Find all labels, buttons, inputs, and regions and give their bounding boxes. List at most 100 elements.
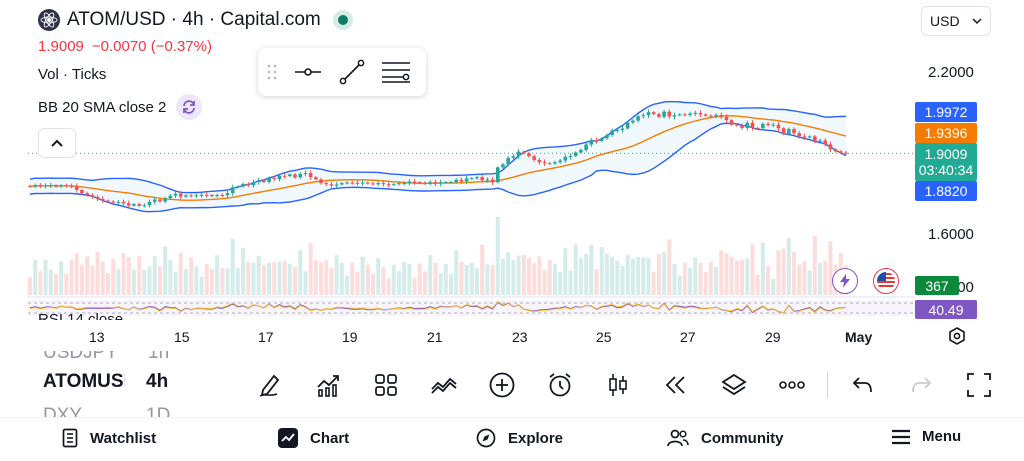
candle-body xyxy=(792,129,796,134)
compare-icon[interactable] xyxy=(429,370,459,400)
volume-bar xyxy=(371,273,376,295)
volume-bar xyxy=(251,262,256,295)
volume-bar xyxy=(599,247,604,295)
candle-body xyxy=(823,140,828,145)
redo-icon[interactable] xyxy=(906,370,936,400)
volume-bar xyxy=(423,271,428,295)
candle-body xyxy=(657,114,661,117)
price-change-row: 1.9009 −0.0070 (−0.37%) xyxy=(38,38,212,55)
candle-body xyxy=(729,120,734,125)
candle-body xyxy=(262,180,266,183)
watchlist-next-interval[interactable]: 1D xyxy=(146,405,171,418)
volume-bar xyxy=(417,263,422,295)
rsi-indicator-label[interactable]: RSI 14 close xyxy=(38,311,124,320)
watchlist-prev-symbol[interactable]: USDJPY xyxy=(43,351,118,363)
candle-body xyxy=(807,136,812,138)
volume-bar xyxy=(646,257,651,295)
volume-bar xyxy=(142,269,147,295)
candle-body xyxy=(189,195,193,197)
bb-indicator-label[interactable]: BB 20 SMA close 2 xyxy=(38,98,167,116)
volume-bar xyxy=(802,261,807,295)
nav-explore[interactable]: Explore xyxy=(476,428,563,448)
candle-body xyxy=(137,204,141,206)
volume-bar xyxy=(412,277,417,295)
collapse-legend-button[interactable] xyxy=(38,128,76,158)
candle-body xyxy=(693,113,698,115)
pencil-draw-icon[interactable] xyxy=(255,370,285,400)
watchlist-next-symbol[interactable]: DXY xyxy=(43,405,83,418)
volume-bar xyxy=(391,264,396,295)
replay-rewind-icon[interactable] xyxy=(661,370,691,400)
volume-bar xyxy=(298,250,303,295)
candlestick-type-icon[interactable] xyxy=(603,370,633,400)
interval-selector[interactable]: 4h xyxy=(146,371,169,392)
nav-chart[interactable]: Chart xyxy=(278,428,349,448)
drawing-toolbar[interactable] xyxy=(258,48,426,96)
chart-settings-icon[interactable] xyxy=(945,324,969,348)
volume-bar xyxy=(719,250,724,295)
fullscreen-icon[interactable] xyxy=(964,370,994,400)
volume-bar xyxy=(511,259,516,295)
volume-bar xyxy=(53,274,58,295)
volume-bar xyxy=(693,257,698,295)
candle-body xyxy=(537,160,542,163)
symbol-title[interactable]: ATOM/USD · 4h · Capital.com xyxy=(67,9,321,30)
candle-body xyxy=(594,140,599,142)
candle-body xyxy=(542,162,547,164)
nav-community[interactable]: Community xyxy=(667,428,784,448)
layout-grid-icon[interactable] xyxy=(371,370,401,400)
volume-bar xyxy=(308,243,313,295)
add-circle-icon[interactable] xyxy=(487,370,517,400)
volume-bar xyxy=(69,259,74,295)
chart-area[interactable] xyxy=(0,0,1024,352)
candle-body xyxy=(651,112,656,115)
volume-bar xyxy=(641,257,646,295)
candle-body xyxy=(178,193,183,197)
symbol-selector[interactable]: ATOMUSD xyxy=(43,371,125,392)
candle-body xyxy=(771,124,776,126)
layers-icon[interactable] xyxy=(719,370,749,400)
more-icon[interactable] xyxy=(777,370,807,400)
price-chart[interactable] xyxy=(0,0,1024,352)
volume-bar xyxy=(235,268,240,295)
undo-icon[interactable] xyxy=(848,370,878,400)
candle-body xyxy=(776,124,781,129)
nav-explore-label: Explore xyxy=(508,429,564,447)
volume-indicator-label[interactable]: Vol · Ticks xyxy=(38,66,107,83)
candle-body xyxy=(761,123,765,129)
nav-menu[interactable]: Menu xyxy=(892,428,961,445)
candle-body xyxy=(469,178,474,180)
bb-legend[interactable]: BB 20 SMA close 2 xyxy=(38,94,203,120)
volume-bar xyxy=(537,256,542,295)
volume-bar xyxy=(625,254,630,295)
volume-bar xyxy=(95,251,100,295)
volume-bar xyxy=(209,269,214,295)
candle-body xyxy=(589,140,594,145)
nav-watchlist[interactable]: Watchlist xyxy=(62,428,156,448)
time-axis-label: May xyxy=(845,329,873,345)
volume-bar xyxy=(443,263,448,295)
drag-handle-icon[interactable] xyxy=(258,52,286,92)
settings-lines-icon[interactable] xyxy=(374,52,418,92)
volume-bar xyxy=(807,270,812,295)
currency-select[interactable]: USD xyxy=(921,6,991,36)
watchlist-prev-interval[interactable]: 1h xyxy=(148,351,170,363)
lightning-event-icon[interactable] xyxy=(832,268,858,294)
indicators-icon[interactable] xyxy=(313,370,343,400)
us-flag-icon[interactable] xyxy=(873,268,899,294)
volume-legend[interactable]: Vol · Ticks xyxy=(38,66,106,83)
chevron-down-icon xyxy=(972,17,982,24)
volume-bar xyxy=(261,264,266,295)
symbol-title-row[interactable]: ATOM/USD · 4h · Capital.com xyxy=(67,9,353,31)
volume-bar xyxy=(121,253,126,295)
trend-line-tool-icon[interactable] xyxy=(330,52,374,92)
volume-bar xyxy=(604,253,609,295)
volume-bar xyxy=(116,269,121,295)
candle-body xyxy=(386,184,391,186)
horizontal-line-tool-icon[interactable] xyxy=(286,52,330,92)
refresh-icon[interactable] xyxy=(176,94,203,120)
candle-body xyxy=(516,151,521,157)
volume-bar xyxy=(438,273,443,295)
bb-fill xyxy=(30,101,846,212)
alarm-clock-icon[interactable] xyxy=(545,370,575,400)
